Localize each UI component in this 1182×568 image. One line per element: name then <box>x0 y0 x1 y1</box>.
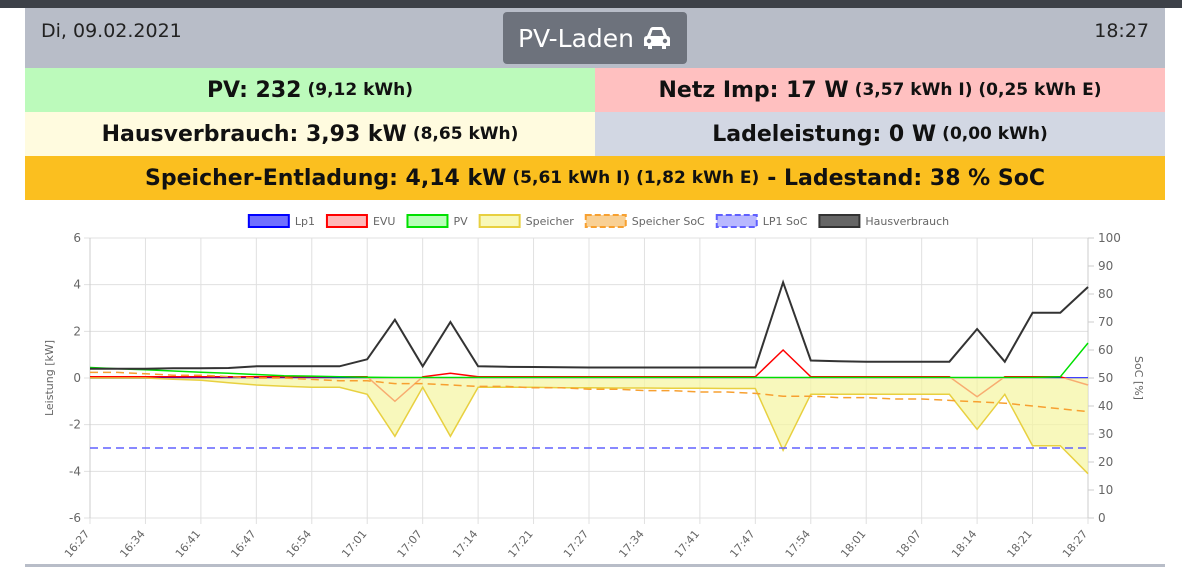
x-tick-label: 18:21 <box>1005 528 1035 561</box>
storage-tile: Speicher-Entladung: 4,14 kW (5,61 kWh I) … <box>25 156 1165 200</box>
y-tick-label: 6 <box>73 231 81 245</box>
legend-swatch <box>406 214 449 228</box>
legend-label: Lp1 <box>295 215 315 228</box>
y-tick-label: 0 <box>73 371 81 385</box>
legend-swatch <box>478 214 521 228</box>
legend-label: Speicher SoC <box>632 215 705 228</box>
x-tick-label: 17:54 <box>783 528 813 561</box>
y2-tick-label: 70 <box>1098 315 1113 329</box>
tile-main: PV: 232 <box>206 77 302 103</box>
x-tick-label: 17:47 <box>727 528 757 561</box>
x-tick-label: 16:34 <box>117 528 147 561</box>
tile-main: Hausverbrauch: 3,93 kW <box>101 121 407 147</box>
legend-label: EVU <box>373 215 396 228</box>
y-tick-label: -2 <box>69 418 81 432</box>
x-tick-label: 17:01 <box>339 528 369 561</box>
legend-label: LP1 SoC <box>763 215 808 228</box>
charge-tile: Ladeleistung: 0 W (0,00 kWh) <box>595 112 1165 156</box>
y2-tick-label: 50 <box>1098 371 1113 385</box>
tile-tail: - Ladestand: 38 % SoC <box>767 165 1045 191</box>
legend-swatch <box>818 214 861 228</box>
tile-detail: (8,65 kWh) <box>412 124 519 144</box>
x-tick-label: 17:07 <box>395 528 425 561</box>
x-tick-label: 16:47 <box>228 528 258 561</box>
y2-tick-label: 0 <box>1098 511 1106 525</box>
y-tick-label: 2 <box>73 324 81 338</box>
tile-detail: (5,61 kWh I) (1,82 kWh E) <box>512 168 760 188</box>
tile-main: Ladeleistung: 0 W <box>712 121 937 147</box>
x-tick-label: 17:41 <box>672 528 702 561</box>
series-line <box>90 377 1089 475</box>
y-axis-label: Leistung [kW] <box>43 340 56 416</box>
x-tick-label: 16:41 <box>173 528 203 561</box>
series-line <box>90 279 1089 370</box>
x-tick-label: 18:27 <box>1060 528 1090 561</box>
legend-swatch <box>325 214 368 228</box>
legend: Lp1 EVU PV Speicher Speicher SoC LP1 SoC Hausv… <box>247 214 949 228</box>
y2-tick-label: 60 <box>1098 343 1113 357</box>
mode-label[interactable]: PV-Laden <box>517 23 635 53</box>
x-tick-label: 18:01 <box>838 528 868 561</box>
x-tick-label: 17:21 <box>506 528 536 561</box>
tile-main: Netz Imp: 17 W <box>658 77 849 103</box>
tile-detail: (3,57 kWh I) (0,25 kWh E) <box>854 80 1102 100</box>
series-line <box>90 371 1089 413</box>
legend-label: Hausverbrauch <box>865 215 949 228</box>
y2-tick-label: 20 <box>1098 455 1113 469</box>
x-tick-label: 17:34 <box>616 528 646 561</box>
y2-tick-label: 10 <box>1098 483 1113 497</box>
header: Di, 09.02.2021 PV-Laden 18:27 <box>25 8 1165 68</box>
y2-tick-label: 80 <box>1098 287 1113 301</box>
x-tick-label: 16:27 <box>62 528 92 561</box>
tile-main: Speicher-Entladung: 4,14 kW <box>145 165 507 191</box>
grid-tile: Netz Imp: 17 W (3,57 kWh I) (0,25 kWh E) <box>595 68 1165 112</box>
y-tick-label: -4 <box>69 464 81 478</box>
tile-detail: (9,12 kWh) <box>307 80 414 100</box>
y2-tick-label: 90 <box>1098 259 1113 273</box>
house-tile: Hausverbrauch: 3,93 kW (8,65 kWh) <box>25 112 595 156</box>
x-tick-label: 17:27 <box>561 528 591 561</box>
x-tick-label: 16:54 <box>284 528 314 561</box>
top-bar <box>0 0 1182 8</box>
y2-tick-label: 40 <box>1098 399 1113 413</box>
time: 18:27 <box>1094 20 1149 42</box>
y2-axis-label: SoC [%] <box>1132 356 1145 400</box>
y2-tick-label: 30 <box>1098 427 1113 441</box>
pv-tile: PV: 232 (9,12 kWh) <box>25 68 595 112</box>
series-area <box>90 378 1088 474</box>
date: Di, 09.02.2021 <box>41 20 182 42</box>
y-tick-label: 4 <box>73 278 81 292</box>
x-tick-label: 17:14 <box>450 528 480 561</box>
legend-swatch <box>715 214 758 228</box>
x-tick-label: 18:07 <box>894 528 924 561</box>
legend-label: PV <box>453 215 468 228</box>
y2-tick-label: 100 <box>1098 231 1121 245</box>
tile-detail: (0,00 kWh) <box>942 124 1048 144</box>
x-tick-label: 18:14 <box>949 528 979 561</box>
car-icon[interactable] <box>642 26 672 50</box>
legend-swatch <box>584 214 627 228</box>
y-tick-label: -6 <box>69 511 81 525</box>
series-line <box>89 342 1089 379</box>
legend-swatch <box>247 214 290 228</box>
bottom-border <box>25 564 1165 567</box>
mode-button[interactable]: PV-Laden <box>503 12 687 64</box>
legend-label: Speicher <box>526 215 575 228</box>
